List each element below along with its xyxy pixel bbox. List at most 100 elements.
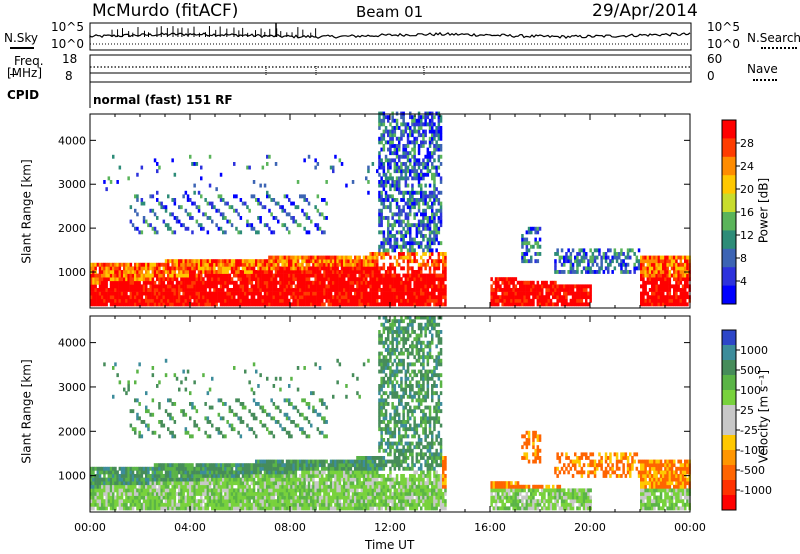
echo-cell bbox=[395, 187, 399, 192]
echo-cell bbox=[321, 273, 324, 278]
echo-cell bbox=[255, 466, 258, 471]
echo-cell bbox=[439, 133, 443, 138]
echo-cell bbox=[217, 430, 221, 435]
echo-cell bbox=[402, 252, 405, 256]
echo-cell bbox=[200, 484, 203, 489]
echo-cell bbox=[191, 162, 194, 166]
echo-cell bbox=[686, 302, 689, 307]
echo-cell bbox=[296, 270, 300, 274]
echo-cell bbox=[378, 244, 381, 249]
echo-cell bbox=[270, 270, 273, 274]
echo-cell bbox=[510, 280, 513, 285]
echo-cell bbox=[417, 151, 421, 156]
echo-cell bbox=[323, 280, 326, 285]
echo-cell bbox=[316, 162, 320, 166]
echo-cell bbox=[252, 484, 256, 489]
echo-cell bbox=[90, 277, 93, 282]
echo-cell bbox=[149, 506, 152, 511]
echo-cell bbox=[347, 302, 350, 307]
echo-cell bbox=[554, 302, 557, 307]
echo-cell bbox=[226, 506, 229, 511]
echo-cell bbox=[191, 434, 194, 439]
echo-cell bbox=[413, 241, 416, 246]
echo-cell bbox=[90, 477, 93, 482]
echo-cell bbox=[217, 266, 221, 271]
echo-cell bbox=[530, 291, 533, 296]
echo-cell bbox=[431, 212, 434, 217]
echo-cell bbox=[171, 402, 174, 406]
echo-cell bbox=[362, 284, 366, 289]
echo-cell bbox=[189, 434, 192, 439]
echo-cell bbox=[142, 420, 146, 424]
echo-cell bbox=[131, 298, 135, 303]
echo-cell bbox=[321, 280, 324, 285]
echo-cell bbox=[160, 291, 163, 296]
echo-cell bbox=[248, 488, 251, 493]
echo-cell bbox=[358, 302, 361, 307]
echo-cell bbox=[191, 295, 194, 300]
echo-cell bbox=[409, 201, 412, 206]
echo-cell bbox=[98, 295, 102, 300]
echo-cell bbox=[213, 280, 216, 285]
echo-cell bbox=[206, 259, 210, 264]
echo-cell bbox=[101, 492, 104, 496]
echo-cell bbox=[129, 484, 133, 489]
echo-cell bbox=[142, 499, 146, 504]
echo-cell bbox=[182, 273, 185, 278]
echo-cell bbox=[233, 488, 236, 493]
echo-cell bbox=[580, 288, 584, 292]
echo-cell bbox=[101, 262, 104, 267]
echo-cell bbox=[134, 488, 137, 493]
echo-cell bbox=[422, 295, 425, 300]
echo-cell bbox=[237, 295, 240, 300]
echo-cell bbox=[393, 151, 397, 156]
echo-cell bbox=[387, 147, 390, 152]
echo-cell bbox=[101, 481, 104, 486]
echo-cell bbox=[409, 205, 412, 210]
echo-cell bbox=[239, 484, 243, 489]
echo-cell bbox=[409, 291, 412, 296]
echo-cell bbox=[354, 270, 357, 274]
echo-cell bbox=[217, 492, 221, 496]
echo-cell bbox=[184, 262, 188, 267]
echo-cell bbox=[411, 122, 414, 127]
echo-cell bbox=[215, 277, 218, 282]
echo-cell bbox=[252, 291, 256, 296]
echo-cell bbox=[420, 302, 423, 307]
echo-cell bbox=[391, 288, 394, 292]
echo-cell bbox=[538, 298, 542, 303]
echo-cell bbox=[134, 380, 137, 385]
echo-cell bbox=[422, 234, 425, 238]
echo-cell bbox=[123, 502, 126, 507]
echo-cell bbox=[558, 270, 562, 274]
echo-cell bbox=[437, 201, 441, 206]
echo-cell bbox=[362, 255, 366, 260]
echo-cell bbox=[90, 291, 93, 296]
echo-cell bbox=[648, 262, 652, 267]
echo-cell bbox=[554, 270, 557, 274]
echo-cell bbox=[382, 298, 386, 303]
echo-cell bbox=[417, 147, 421, 152]
echo-cell bbox=[653, 298, 656, 303]
echo-cell bbox=[257, 502, 260, 507]
echo-cell bbox=[263, 295, 267, 300]
echo-cell bbox=[657, 302, 661, 307]
echo-cell bbox=[321, 295, 324, 300]
echo-cell bbox=[131, 266, 135, 271]
echo-cell bbox=[105, 466, 108, 471]
echo-cell bbox=[259, 277, 262, 282]
echo-cell bbox=[426, 288, 430, 292]
echo-cell bbox=[195, 463, 199, 468]
echo-cell bbox=[684, 259, 687, 264]
echo-cell bbox=[145, 409, 148, 414]
echo-cell bbox=[391, 302, 394, 307]
echo-cell bbox=[384, 280, 388, 285]
echo-cell bbox=[433, 165, 436, 170]
echo-cell bbox=[228, 280, 232, 285]
echo-cell bbox=[391, 126, 394, 130]
echo-cell bbox=[670, 302, 674, 307]
echo-cell bbox=[400, 190, 403, 195]
echo-cell bbox=[279, 302, 282, 307]
echo-cell bbox=[285, 295, 289, 300]
echo-cell bbox=[138, 477, 141, 482]
